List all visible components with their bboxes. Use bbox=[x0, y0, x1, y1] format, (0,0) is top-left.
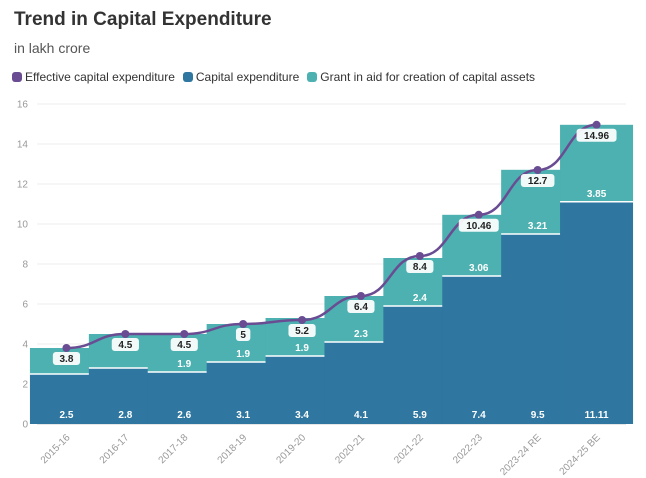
total-label-bg bbox=[111, 338, 139, 351]
capital-value-label: 7.4 bbox=[472, 410, 486, 421]
x-tick-label: 2023-24 RE bbox=[498, 432, 544, 478]
total-value-label: 12.7 bbox=[528, 176, 548, 187]
effective-capex-point bbox=[121, 330, 130, 338]
grant-value-label: 1.9 bbox=[236, 349, 250, 360]
chart-legend: Effective capital expenditure Capital ex… bbox=[12, 70, 535, 84]
grant-value-label: 3.21 bbox=[528, 221, 548, 232]
capital-value-label: 2.8 bbox=[118, 410, 132, 421]
total-label-bg bbox=[520, 174, 555, 187]
x-tick-label: 2017-18 bbox=[157, 432, 191, 466]
capital-value-label: 2.5 bbox=[59, 410, 73, 421]
chart-title: Trend in Capital Expenditure bbox=[14, 9, 272, 30]
effective-capex-point bbox=[62, 344, 71, 352]
capital-value-label: 5.9 bbox=[413, 410, 427, 421]
legend-item-grant[interactable]: Grant in aid for creation of capital ass… bbox=[307, 70, 535, 84]
effective-capex-point bbox=[474, 210, 483, 219]
y-tick-label: 6 bbox=[22, 300, 28, 311]
total-label-bg bbox=[406, 260, 434, 273]
x-tick-label: 2021-22 bbox=[392, 432, 426, 466]
effective-capex-point bbox=[592, 120, 601, 129]
total-value-label: 5.2 bbox=[295, 326, 309, 337]
total-label-bg bbox=[170, 338, 198, 351]
x-tick-label: 2022-23 bbox=[451, 432, 485, 466]
legend-swatch-capital bbox=[182, 72, 193, 82]
total-label-bg bbox=[576, 128, 617, 142]
total-value-label: 10.46 bbox=[466, 221, 491, 232]
y-tick-label: 12 bbox=[17, 180, 29, 191]
x-tick-label: 2020-21 bbox=[333, 432, 367, 466]
total-value-label: 3.8 bbox=[59, 354, 73, 365]
legend-item-effective[interactable]: Effective capital expenditure bbox=[12, 70, 175, 84]
capital-value-label: 3.1 bbox=[236, 410, 250, 421]
legend-item-capital[interactable]: Capital expenditure bbox=[182, 70, 300, 84]
legend-label-grant: Grant in aid for creation of capital ass… bbox=[320, 70, 536, 84]
capital-value-label: 9.5 bbox=[531, 410, 545, 421]
y-tick-label: 8 bbox=[22, 260, 28, 271]
x-tick-label: 2015-16 bbox=[39, 432, 73, 466]
bar-capital bbox=[560, 201, 634, 424]
total-value-label: 14.96 bbox=[584, 131, 609, 142]
y-tick-label: 4 bbox=[22, 340, 28, 351]
x-tick-label: 2016-17 bbox=[98, 432, 132, 466]
legend-swatch-grant bbox=[307, 72, 318, 82]
x-tick-label: 2018-19 bbox=[216, 432, 250, 466]
capital-value-label: 4.1 bbox=[354, 410, 368, 421]
grant-value-label: 3.85 bbox=[587, 189, 607, 200]
grant-value-label: 1.9 bbox=[177, 359, 191, 370]
effective-capex-point bbox=[533, 166, 542, 174]
grant-value-label: 2.4 bbox=[413, 293, 427, 304]
effective-capex-point bbox=[180, 330, 189, 338]
effective-capex-line bbox=[66, 123, 597, 350]
x-tick-label: 2024-25 BE bbox=[558, 432, 603, 477]
effective-capex-point bbox=[356, 292, 365, 300]
effective-capex-point bbox=[415, 252, 424, 260]
total-value-label: 6.4 bbox=[354, 302, 368, 313]
chart-subtitle: in lakh crore bbox=[14, 40, 91, 56]
y-tick-label: 14 bbox=[17, 140, 29, 151]
total-label-bg bbox=[458, 218, 499, 232]
total-value-label: 5 bbox=[240, 330, 246, 341]
legend-label-capital: Capital expenditure bbox=[195, 70, 300, 84]
total-value-label: 8.4 bbox=[413, 262, 427, 273]
x-tick-label: 2019-20 bbox=[274, 432, 308, 466]
capital-value-label: 2.6 bbox=[177, 410, 191, 421]
y-tick-label: 0 bbox=[22, 420, 28, 431]
total-label-bg bbox=[235, 328, 251, 341]
total-label-bg bbox=[347, 300, 375, 313]
y-tick-label: 2 bbox=[22, 380, 28, 391]
effective-capex-point bbox=[298, 316, 307, 324]
legend-swatch-effective bbox=[12, 72, 22, 82]
total-value-label: 4.5 bbox=[118, 340, 132, 351]
y-tick-label: 16 bbox=[17, 100, 29, 111]
y-tick-label: 10 bbox=[17, 220, 29, 231]
legend-label-effective: Effective capital expenditure bbox=[25, 70, 175, 84]
grant-value-label: 1.9 bbox=[295, 343, 309, 354]
effective-capex-point bbox=[239, 320, 248, 328]
total-value-label: 4.5 bbox=[177, 340, 191, 351]
grant-value-label: 2.3 bbox=[354, 329, 368, 340]
grant-value-label: 3.06 bbox=[469, 263, 489, 274]
total-label-bg bbox=[288, 324, 316, 337]
total-label-bg bbox=[52, 352, 81, 365]
capital-value-label: 11.11 bbox=[585, 410, 609, 421]
capital-value-label: 3.4 bbox=[295, 410, 309, 421]
